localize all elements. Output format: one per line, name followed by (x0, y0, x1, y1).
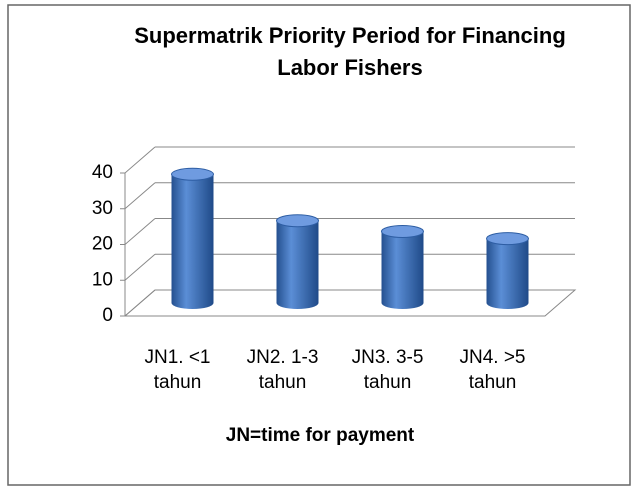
grid-line (124, 289, 156, 317)
y-tick-label: 40 (92, 162, 113, 183)
bar-top (171, 167, 214, 181)
grid-line (124, 146, 156, 174)
y-tick-label: 30 (92, 198, 113, 219)
grid-line (124, 218, 156, 245)
y-tick-label: 0 (102, 305, 113, 326)
bar (381, 231, 424, 309)
grid-line (124, 182, 156, 210)
x-tick-label: JN4. >5 tahun (459, 347, 526, 393)
bar-top (381, 225, 424, 238)
chart-title: Supermatrik Priority Period for Financin… (134, 23, 566, 80)
x-axis-label: JN=time for payment (225, 425, 415, 446)
bar (276, 220, 319, 309)
bar (486, 238, 529, 309)
bar (171, 174, 214, 309)
x-tick-label: JN2. 1-3 tahun (246, 347, 319, 393)
x-tick-label: JN1. <1 tahun (144, 347, 211, 393)
bar-top (276, 214, 319, 228)
x-tick-label: JN3. 3-5 tahun (351, 347, 424, 393)
bar-top (486, 232, 529, 246)
grid-line (124, 253, 156, 281)
y-tick-label: 20 (92, 234, 113, 255)
y-tick-label: 10 (92, 269, 113, 290)
